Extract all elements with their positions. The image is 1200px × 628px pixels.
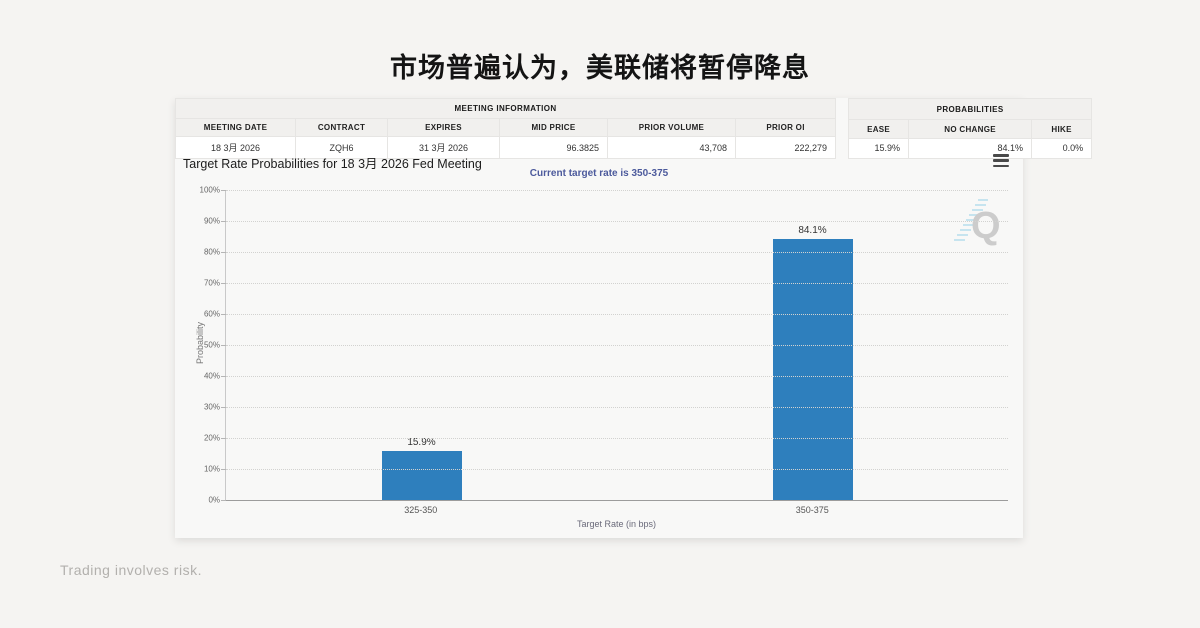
gridline — [226, 407, 1008, 408]
col-hike: HIKE — [1031, 119, 1093, 139]
meeting-information-table: MEETING INFORMATION MEETING DATE CONTRAC… — [174, 98, 837, 159]
bar-value-label: 15.9% — [407, 436, 436, 448]
ease-value: 15.9% — [848, 137, 910, 160]
hamburger-menu-icon[interactable] — [993, 154, 1009, 167]
x-axis-title: Target Rate (in bps) — [576, 519, 657, 529]
col-ease: EASE — [848, 119, 910, 139]
y-axis-tickmark — [221, 190, 226, 191]
y-axis-tickmark — [221, 407, 226, 408]
y-axis-tickmark — [221, 469, 226, 470]
prior-volume-value: 43,708 — [607, 136, 736, 159]
x-axis-ticks: 325-350 350-375 — [225, 505, 1008, 515]
gridline — [226, 376, 1008, 377]
table-row: 18 3月 2026 ZQH6 31 3月 2026 96.3825 43,70… — [175, 136, 837, 159]
q-logo-watermark: Q — [954, 196, 1006, 250]
category-slot: 84.1% — [617, 190, 1008, 500]
chart-title: Target Rate Probabilities for 18 3月 2026… — [183, 157, 482, 171]
col-contract: CONTRACT — [295, 118, 388, 137]
y-axis-tickmark — [221, 314, 226, 315]
probabilities-table-header: PROBABILITIES — [848, 97, 1093, 121]
y-axis-tick-label: 60% — [203, 309, 220, 319]
y-axis-tick-label: 50% — [203, 340, 220, 350]
table-row: 15.9% 84.1% 0.0% — [848, 137, 1093, 160]
fedwatch-widget: MEETING INFORMATION MEETING DATE CONTRAC… — [174, 97, 1093, 538]
hike-value: 0.0% — [1031, 137, 1093, 160]
gridline — [226, 314, 1008, 315]
col-prior-volume: PRIOR VOLUME — [607, 118, 736, 137]
gridline — [226, 190, 1008, 191]
meeting-date-value: 18 3月 2026 — [175, 136, 296, 159]
page-title: 市场普遍认为，美联储将暂停降息 — [390, 53, 810, 83]
y-axis-tickmark — [221, 438, 226, 439]
y-axis-tickmark — [221, 283, 226, 284]
info-tables: MEETING INFORMATION MEETING DATE CONTRAC… — [174, 97, 1093, 160]
y-axis-tick-label: 100% — [199, 185, 220, 195]
gridline — [226, 252, 1008, 253]
y-axis-tickmark — [221, 500, 226, 501]
probabilities-table: PROBABILITIES EASE NO CHANGE HIKE 15.9% … — [848, 97, 1093, 160]
bar-slots: 15.9% 84.1% — [226, 190, 1008, 500]
gridline — [226, 438, 1008, 439]
y-axis-tick-label: 20% — [203, 433, 220, 443]
y-axis-tickmark — [221, 252, 226, 253]
expires-value: 31 3月 2026 — [387, 136, 500, 159]
y-axis-tick-label: 90% — [203, 216, 220, 226]
y-axis-tickmark — [221, 345, 226, 346]
col-expires: EXPIRES — [387, 118, 500, 137]
mid-price-value: 96.3825 — [499, 136, 608, 159]
x-axis-tick-label: 325-350 — [404, 505, 438, 515]
y-axis-tick-label: 80% — [203, 247, 220, 257]
y-axis-tick-label: 30% — [203, 402, 220, 412]
chart-subtitle: Current target rate is 350-375 — [529, 168, 669, 179]
bar-value-label: 84.1% — [798, 225, 827, 237]
gridline — [226, 345, 1008, 346]
probability-bar[interactable] — [772, 239, 853, 500]
gridline — [226, 283, 1008, 284]
col-mid-price: MID PRICE — [499, 118, 608, 137]
contract-value: ZQH6 — [295, 136, 388, 159]
gridline — [226, 221, 1008, 222]
chart-header: Target Rate Probabilities for 18 3月 2026… — [183, 153, 1015, 171]
risk-disclaimer: Trading involves risk. — [60, 562, 202, 578]
plot-area: Q 15.9% 84.1% 0% 10% 20% 30% 40% 50% 60% 70% 80% 9… — [200, 186, 1008, 505]
gridline — [226, 469, 1008, 470]
y-axis-tick-label: 40% — [203, 371, 220, 381]
meeting-table-header: MEETING INFORMATION — [174, 98, 837, 119]
no-change-value: 84.1% — [908, 137, 1033, 160]
prior-oi-value: 222,279 — [734, 136, 837, 159]
col-meeting-date: MEETING DATE — [175, 118, 296, 137]
y-axis-tick-label: 10% — [203, 464, 220, 474]
x-axis-tick-label: 350-375 — [795, 505, 829, 515]
y-axis-tick-label: 0% — [208, 495, 220, 505]
col-no-change: NO CHANGE — [908, 119, 1033, 139]
category-slot: 15.9% — [226, 190, 617, 500]
y-axis-tickmark — [221, 376, 226, 377]
col-prior-oi: PRIOR OI — [734, 118, 837, 137]
y-axis-tick-label: 70% — [203, 278, 220, 288]
probability-bar[interactable] — [381, 450, 462, 500]
y-axis-tickmark — [221, 221, 226, 222]
watermark-letter: Q — [971, 205, 1001, 247]
